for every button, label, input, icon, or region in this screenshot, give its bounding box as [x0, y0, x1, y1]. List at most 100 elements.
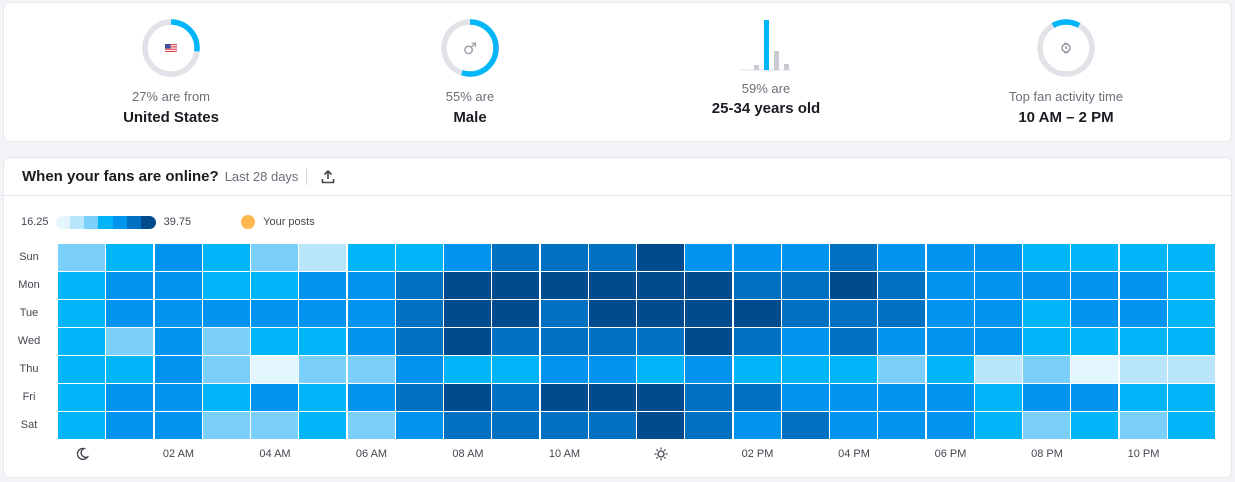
heatmap-cell[interactable] [781, 272, 829, 299]
heatmap-cell[interactable] [202, 412, 250, 439]
heatmap-cell[interactable] [154, 300, 202, 327]
heatmap-cell[interactable] [202, 300, 250, 327]
heatmap-cell[interactable] [106, 328, 154, 355]
heatmap-cell[interactable] [1023, 328, 1070, 355]
heatmap-cell[interactable] [395, 412, 443, 439]
heatmap-cell[interactable] [347, 244, 395, 271]
heatmap-cell[interactable] [588, 412, 636, 439]
heatmap-cell[interactable] [1119, 384, 1167, 411]
heatmap-cell[interactable] [347, 412, 395, 439]
heatmap-cell[interactable] [202, 384, 250, 411]
heatmap-cell[interactable] [588, 272, 636, 299]
heatmap-cell[interactable] [733, 300, 781, 327]
heatmap-cell[interactable] [588, 244, 636, 271]
heatmap-cell[interactable] [58, 272, 105, 299]
heatmap-cell[interactable] [444, 300, 491, 327]
heatmap-cell[interactable] [637, 300, 684, 327]
heatmap-cell[interactable] [781, 384, 829, 411]
heatmap-cell[interactable] [492, 356, 540, 383]
heatmap-cell[interactable] [974, 384, 1022, 411]
heatmap-cell[interactable] [781, 244, 829, 271]
heatmap-cell[interactable] [830, 384, 877, 411]
heatmap-cell[interactable] [251, 412, 298, 439]
heatmap-cell[interactable] [444, 356, 491, 383]
heatmap-cell[interactable] [1071, 384, 1119, 411]
heatmap-cell[interactable] [830, 356, 877, 383]
heatmap-cell[interactable] [1023, 412, 1070, 439]
heatmap-cell[interactable] [154, 384, 202, 411]
heatmap-cell[interactable] [781, 300, 829, 327]
heatmap-cell[interactable] [58, 300, 105, 327]
heatmap-cell[interactable] [1119, 412, 1167, 439]
heatmap-cell[interactable] [878, 328, 926, 355]
heatmap-cell[interactable] [492, 384, 540, 411]
heatmap-cell[interactable] [106, 272, 154, 299]
heatmap-cell[interactable] [492, 244, 540, 271]
heatmap-cell[interactable] [733, 272, 781, 299]
heatmap-cell[interactable] [588, 328, 636, 355]
heatmap-cell[interactable] [1167, 328, 1215, 355]
heatmap-cell[interactable] [878, 412, 926, 439]
heatmap-cell[interactable] [299, 244, 347, 271]
heatmap-cell[interactable] [588, 300, 636, 327]
heatmap-cell[interactable] [58, 356, 105, 383]
heatmap-cell[interactable] [299, 300, 347, 327]
heatmap-cell[interactable] [1119, 272, 1167, 299]
heatmap-cell[interactable] [830, 244, 877, 271]
heatmap-cell[interactable] [830, 272, 877, 299]
heatmap-cell[interactable] [395, 300, 443, 327]
heatmap-cell[interactable] [685, 412, 733, 439]
heatmap-cell[interactable] [1119, 244, 1167, 271]
heatmap-cell[interactable] [347, 328, 395, 355]
heatmap-cell[interactable] [1071, 300, 1119, 327]
heatmap-cell[interactable] [395, 328, 443, 355]
heatmap-cell[interactable] [1071, 356, 1119, 383]
heatmap-cell[interactable] [1023, 384, 1070, 411]
heatmap-cell[interactable] [637, 328, 684, 355]
heatmap-cell[interactable] [58, 384, 105, 411]
heatmap-cell[interactable] [202, 356, 250, 383]
heatmap-cell[interactable] [106, 244, 154, 271]
heatmap-cell[interactable] [540, 300, 588, 327]
heatmap-cell[interactable] [1167, 412, 1215, 439]
heatmap-cell[interactable] [588, 384, 636, 411]
heatmap-cell[interactable] [540, 328, 588, 355]
heatmap-cell[interactable] [492, 328, 540, 355]
heatmap-cell[interactable] [1167, 272, 1215, 299]
heatmap-cell[interactable] [444, 412, 491, 439]
heatmap-cell[interactable] [347, 384, 395, 411]
heatmap-cell[interactable] [685, 272, 733, 299]
heatmap-cell[interactable] [974, 412, 1022, 439]
heatmap-cell[interactable] [926, 300, 974, 327]
heatmap-cell[interactable] [974, 356, 1022, 383]
heatmap-cell[interactable] [781, 412, 829, 439]
heatmap-cell[interactable] [395, 244, 443, 271]
heatmap-cell[interactable] [1119, 328, 1167, 355]
heatmap-cell[interactable] [637, 272, 684, 299]
heatmap-cell[interactable] [444, 244, 491, 271]
heatmap-cell[interactable] [251, 244, 298, 271]
heatmap-cell[interactable] [106, 384, 154, 411]
heatmap-cell[interactable] [395, 272, 443, 299]
heatmap-cell[interactable] [540, 244, 588, 271]
heatmap-cell[interactable] [540, 412, 588, 439]
heatmap-cell[interactable] [540, 356, 588, 383]
heatmap-cell[interactable] [299, 272, 347, 299]
heatmap-cell[interactable] [492, 300, 540, 327]
heatmap-cell[interactable] [299, 356, 347, 383]
heatmap-cell[interactable] [974, 272, 1022, 299]
heatmap-cell[interactable] [1071, 328, 1119, 355]
heatmap-cell[interactable] [733, 244, 781, 271]
heatmap-cell[interactable] [1071, 244, 1119, 271]
heatmap-cell[interactable] [1167, 300, 1215, 327]
heatmap-cell[interactable] [685, 384, 733, 411]
heatmap-cell[interactable] [395, 356, 443, 383]
heatmap-cell[interactable] [1023, 356, 1070, 383]
heatmap-cell[interactable] [781, 356, 829, 383]
heatmap-cell[interactable] [154, 272, 202, 299]
heatmap-cell[interactable] [926, 328, 974, 355]
heatmap-cell[interactable] [926, 244, 974, 271]
heatmap-cell[interactable] [733, 412, 781, 439]
heatmap-cell[interactable] [685, 356, 733, 383]
heatmap-cell[interactable] [1071, 272, 1119, 299]
